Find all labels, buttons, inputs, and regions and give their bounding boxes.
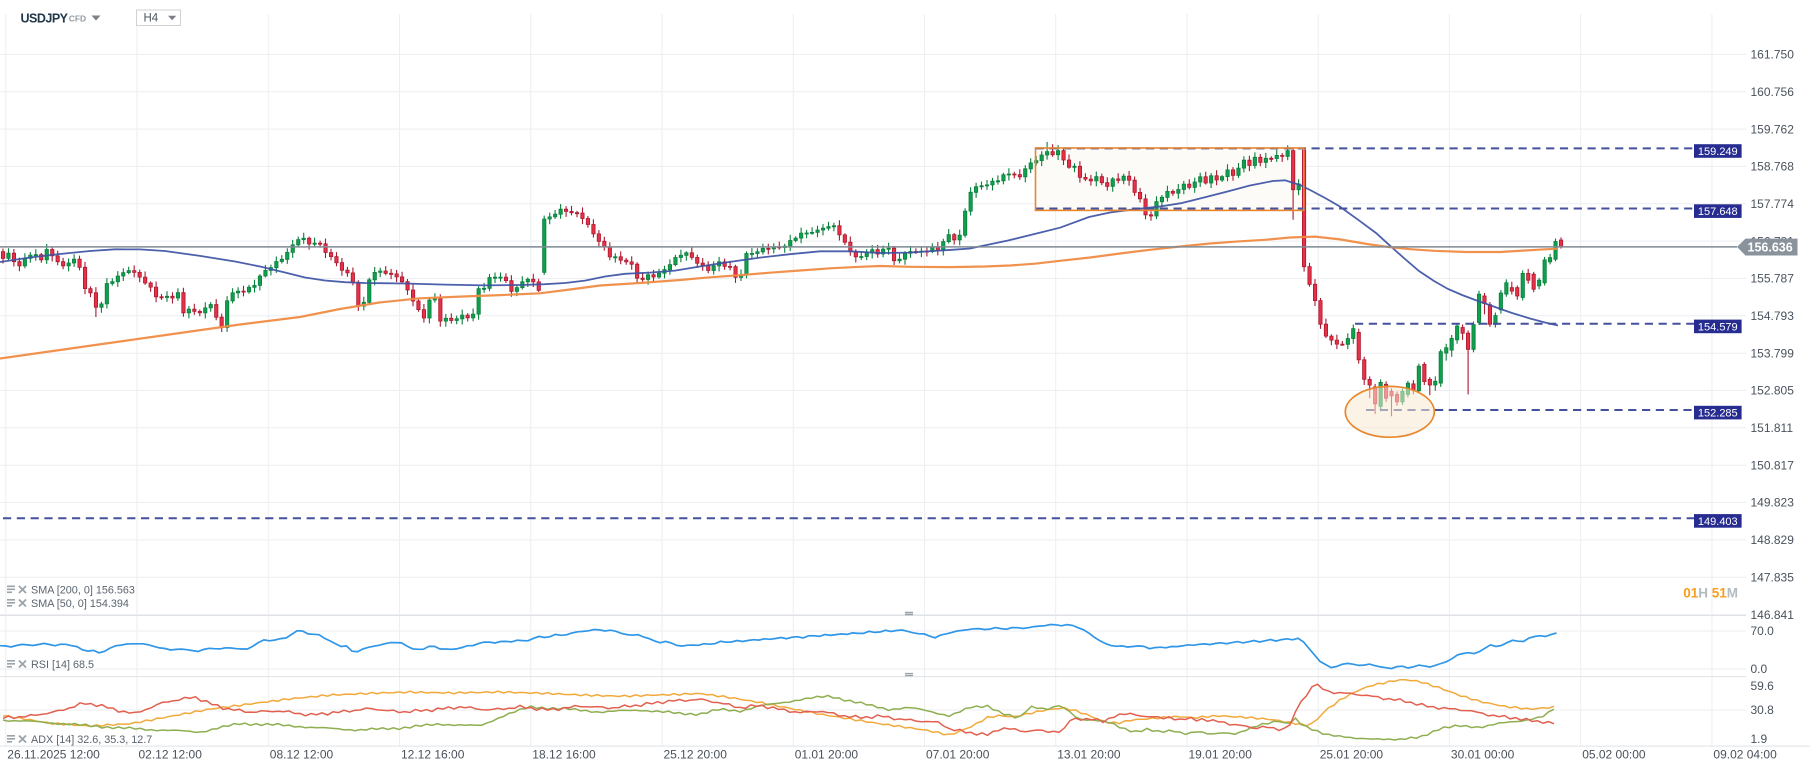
svg-text:08.12 12:00: 08.12 12:00 [270, 748, 334, 762]
svg-text:152.805: 152.805 [1751, 384, 1795, 398]
svg-text:150.817: 150.817 [1751, 458, 1795, 472]
svg-text:09.02 04:00: 09.02 04:00 [1713, 748, 1777, 762]
svg-text:161.750: 161.750 [1751, 48, 1795, 62]
svg-text:1.9: 1.9 [1751, 732, 1768, 746]
svg-text:158.768: 158.768 [1751, 160, 1795, 174]
svg-text:25.01 20:00: 25.01 20:00 [1320, 748, 1384, 762]
svg-text:154.793: 154.793 [1751, 309, 1795, 323]
svg-text:CFD: CFD [69, 14, 86, 24]
svg-text:155.787: 155.787 [1751, 272, 1795, 286]
svg-text:156.636: 156.636 [1748, 241, 1793, 255]
svg-text:0.0: 0.0 [1751, 662, 1768, 676]
svg-text:154.579: 154.579 [1698, 321, 1738, 333]
svg-text:148.829: 148.829 [1751, 533, 1795, 547]
svg-text:SMA [200, 0] 156.563: SMA [200, 0] 156.563 [31, 585, 135, 597]
svg-text:RSI [14] 68.5: RSI [14] 68.5 [31, 659, 94, 671]
svg-text:12.12 16:00: 12.12 16:00 [401, 748, 465, 762]
svg-text:SMA [50, 0] 154.394: SMA [50, 0] 154.394 [31, 598, 129, 610]
svg-text:160.756: 160.756 [1751, 85, 1795, 99]
svg-text:59.6: 59.6 [1751, 679, 1775, 693]
svg-text:70.0: 70.0 [1751, 624, 1775, 638]
svg-text:18.12 16:00: 18.12 16:00 [532, 748, 596, 762]
svg-text:05.02 00:00: 05.02 00:00 [1582, 748, 1646, 762]
svg-text:151.811: 151.811 [1751, 421, 1794, 435]
svg-text:26.11.2025 12:00: 26.11.2025 12:00 [7, 748, 100, 762]
svg-text:07.01 20:00: 07.01 20:00 [926, 748, 990, 762]
svg-text:13.01 20:00: 13.01 20:00 [1057, 748, 1121, 762]
svg-text:01.01 20:00: 01.01 20:00 [795, 748, 859, 762]
svg-text:159.249: 159.249 [1698, 146, 1738, 158]
svg-text:149.823: 149.823 [1751, 496, 1795, 510]
svg-text:01H 51M: 01H 51M [1683, 586, 1738, 601]
svg-text:149.403: 149.403 [1698, 516, 1738, 528]
svg-text:H4: H4 [144, 13, 159, 25]
svg-text:25.12 20:00: 25.12 20:00 [664, 748, 728, 762]
svg-text:146.841: 146.841 [1751, 608, 1795, 622]
svg-text:02.12 12:00: 02.12 12:00 [139, 748, 203, 762]
svg-text:159.762: 159.762 [1751, 122, 1795, 136]
svg-text:30.8: 30.8 [1751, 703, 1775, 717]
svg-text:157.774: 157.774 [1751, 197, 1795, 211]
svg-text:157.648: 157.648 [1698, 206, 1738, 218]
svg-text:147.835: 147.835 [1751, 570, 1795, 584]
svg-text:USDJPY: USDJPY [21, 12, 69, 26]
svg-text:153.799: 153.799 [1751, 346, 1795, 360]
svg-text:19.01 20:00: 19.01 20:00 [1189, 748, 1253, 762]
svg-text:30.01 00:00: 30.01 00:00 [1451, 748, 1515, 762]
svg-text:ADX [14] 32.6, 35.3, 12.7: ADX [14] 32.6, 35.3, 12.7 [31, 734, 152, 746]
svg-text:152.285: 152.285 [1698, 408, 1738, 420]
